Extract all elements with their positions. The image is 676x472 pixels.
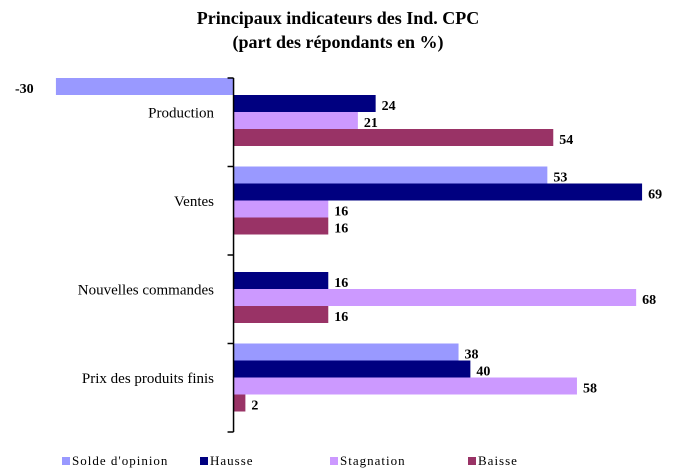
chart-title: Principaux indicateurs des Ind. CPC [197, 8, 480, 28]
bar [233, 360, 471, 378]
value-label: -30 [15, 82, 34, 97]
bar [233, 377, 577, 395]
value-label: 53 [553, 171, 567, 186]
value-label: 16 [334, 310, 348, 325]
y-tick-label: Production [148, 106, 214, 122]
bar [233, 272, 329, 289]
legend-swatch [200, 457, 208, 465]
legend-swatch [62, 457, 70, 465]
legend-label: Baisse [478, 453, 518, 468]
bar [233, 183, 643, 201]
bar [55, 78, 234, 95]
value-label: 54 [559, 133, 573, 148]
y-tick-label: Prix des produits finis [82, 371, 214, 387]
legend-swatch [330, 457, 338, 465]
bar [233, 200, 329, 218]
value-label: 16 [334, 276, 348, 291]
value-label: 38 [465, 348, 479, 363]
value-label: 40 [476, 365, 490, 380]
value-label: 21 [364, 116, 378, 131]
bar [233, 306, 329, 323]
bar [233, 112, 358, 129]
value-label: 16 [334, 222, 348, 237]
bar [233, 394, 246, 412]
legend-label: Stagnation [340, 453, 406, 468]
bar [233, 95, 376, 112]
value-label: 68 [642, 293, 656, 308]
legend-swatch [468, 457, 476, 465]
value-label: 16 [334, 205, 348, 220]
y-tick-label: Ventes [174, 194, 214, 210]
bar [233, 217, 329, 235]
bar [233, 343, 459, 361]
value-label: 58 [583, 382, 597, 397]
value-label: 69 [648, 188, 662, 203]
bar [233, 166, 548, 184]
chart-subtitle: (part des répondants en %) [232, 32, 443, 53]
y-tick-label: Nouvelles commandes [78, 283, 214, 299]
bar [233, 129, 554, 146]
value-label: 2 [251, 399, 258, 414]
legend-label: Hausse [210, 453, 254, 468]
value-label: 24 [382, 99, 396, 114]
bar [233, 289, 637, 306]
legend-label: Solde d'opinion [72, 453, 168, 468]
